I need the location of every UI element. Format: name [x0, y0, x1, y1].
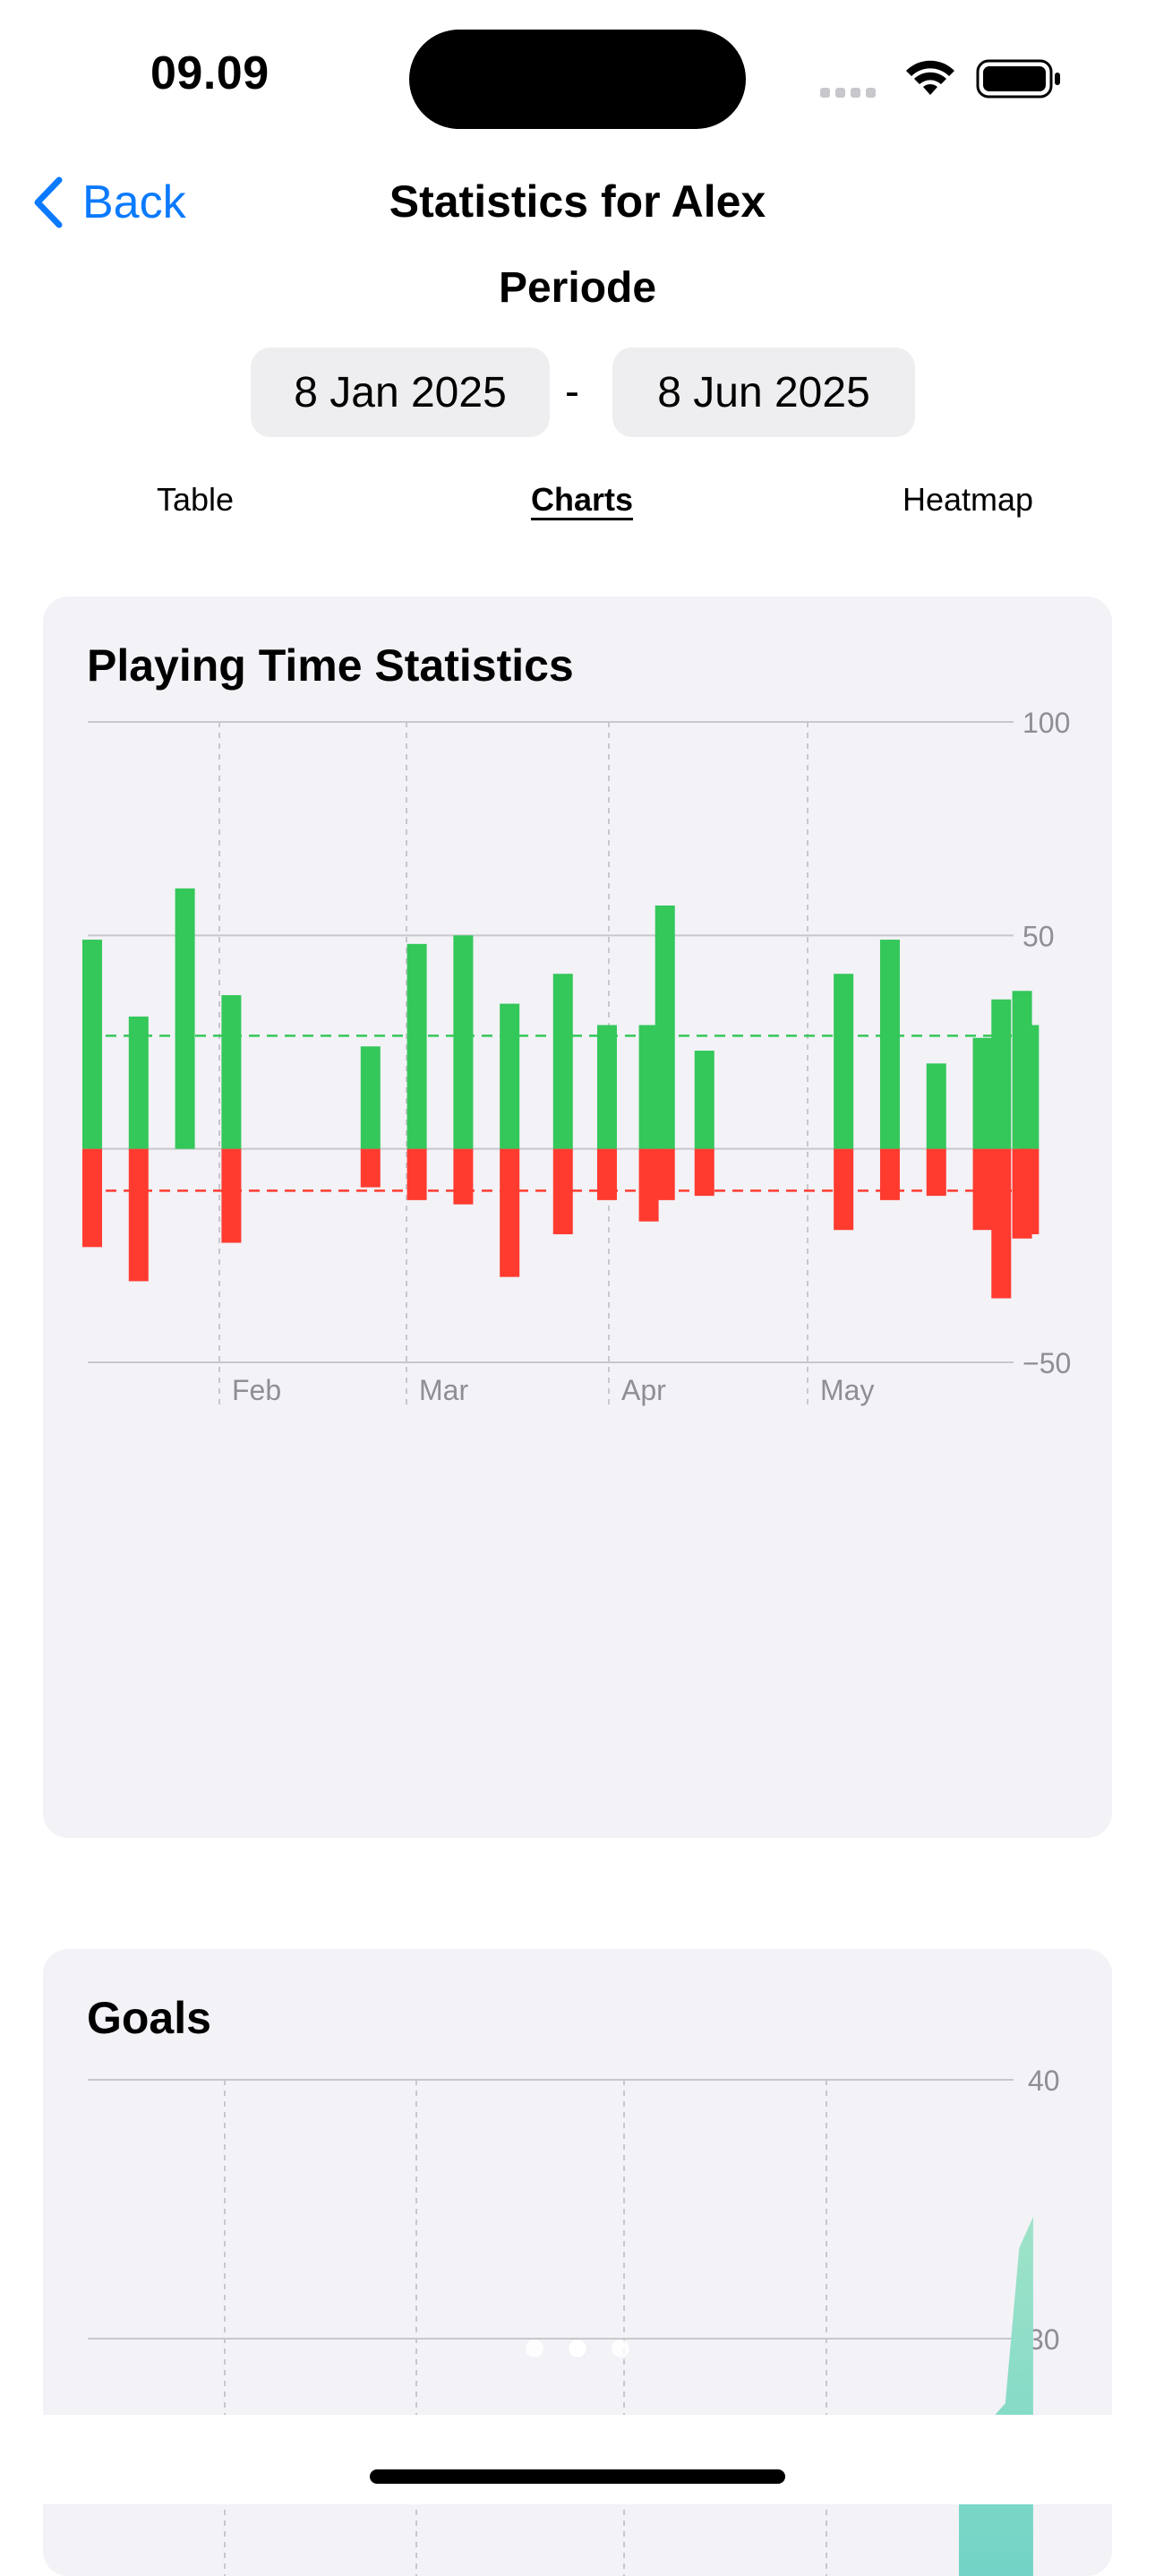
tab-table[interactable]: Table	[156, 481, 235, 518]
negative-bar	[879, 1148, 900, 1200]
negative-bar	[128, 1148, 149, 1282]
positive-bar	[82, 940, 102, 1149]
positive-bar	[1019, 1025, 1040, 1149]
negative-bar	[926, 1148, 946, 1197]
positive-bar	[128, 1016, 149, 1149]
start-date-picker[interactable]: 8 Jan 2025	[251, 348, 550, 437]
playing-time-title: Playing Time Statistics	[87, 640, 574, 691]
playing-time-card: Playing Time Statistics 100500−50FebMarA…	[43, 597, 1112, 1838]
y-tick-label: 40	[1028, 2065, 1060, 2097]
y-tick-label: 50	[1022, 920, 1055, 952]
x-tick-label: May	[820, 1374, 874, 1406]
period-label: Periode	[498, 264, 657, 312]
positive-bar	[834, 974, 854, 1149]
x-tick-label: Mar	[419, 1374, 468, 1406]
negative-bar	[972, 1148, 993, 1231]
positive-bar	[879, 940, 900, 1149]
tab-charts[interactable]: Charts	[530, 481, 634, 518]
negative-bar	[596, 1148, 617, 1200]
positive-bar	[926, 1063, 946, 1149]
negative-bar	[453, 1148, 474, 1205]
negative-bar	[638, 1148, 659, 1222]
positive-bar	[500, 1003, 520, 1149]
negative-bar	[406, 1148, 427, 1200]
x-tick-label: Feb	[232, 1374, 281, 1406]
tab-heatmap[interactable]: Heatmap	[902, 481, 1034, 518]
positive-bar	[406, 943, 427, 1149]
goals-title: Goals	[87, 1993, 211, 2043]
wifi-icon	[906, 60, 954, 95]
chevron-left-icon	[34, 176, 63, 228]
status-time: 09.09	[150, 47, 270, 99]
negative-bar	[82, 1148, 102, 1248]
y-tick-label: 30	[1028, 2323, 1060, 2356]
positive-bar	[638, 1025, 659, 1149]
dynamic-island	[409, 30, 746, 129]
positive-bar	[972, 1037, 993, 1149]
back-label: Back	[82, 176, 186, 228]
positive-bar	[175, 888, 195, 1149]
positive-bar	[221, 995, 242, 1149]
negative-bar	[834, 1148, 854, 1231]
negative-bar	[991, 1148, 1012, 1299]
negative-bar	[500, 1148, 520, 1277]
end-date-picker[interactable]: 8 Jun 2025	[612, 348, 915, 437]
cellular-signal-icon	[820, 86, 881, 102]
negative-bar	[360, 1148, 381, 1188]
date-separator: -	[565, 368, 579, 416]
goals-area	[959, 2217, 1033, 2576]
negative-bar	[654, 1148, 675, 1200]
positive-bar	[453, 935, 474, 1149]
negative-bar	[1019, 1148, 1040, 1234]
battery-icon	[976, 59, 1060, 99]
bottom-safe-area	[0, 2415, 1155, 2504]
positive-bar	[596, 1025, 617, 1149]
y-tick-label: 100	[1022, 707, 1070, 739]
home-indicator	[370, 2469, 785, 2484]
y-tick-label: −50	[1022, 1347, 1071, 1379]
back-button[interactable]: Back	[32, 176, 186, 229]
positive-bar	[360, 1046, 381, 1149]
x-tick-label: Apr	[621, 1374, 666, 1406]
positive-bar	[694, 1051, 714, 1149]
negative-bar	[694, 1148, 714, 1197]
page-indicator[interactable]	[0, 2340, 1155, 2362]
negative-bar	[221, 1148, 242, 1243]
positive-bar	[654, 905, 675, 1149]
positive-bar	[552, 974, 573, 1149]
positive-bar	[991, 999, 1012, 1149]
